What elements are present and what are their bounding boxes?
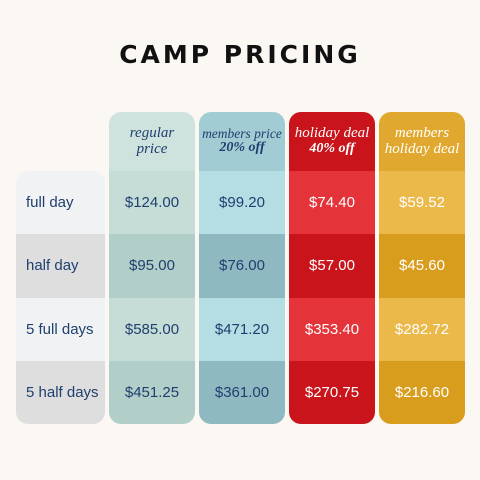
regular-price-5-half-days: $451.25 — [109, 360, 195, 424]
holiday-deal-header-line2: 40% off — [309, 141, 355, 157]
regular-price-full-day: $124.00 — [109, 171, 195, 235]
regular-price-header-line2: price — [136, 140, 168, 157]
row-label-half-day: half day — [16, 234, 105, 298]
regular-price-5-full-days: $585.00 — [109, 297, 195, 361]
members-price-column: members price 20% off $99.20 $76.00 $471… — [199, 112, 285, 424]
regular-price-half-day: $95.00 — [109, 234, 195, 298]
members-price-header-line1: members price — [202, 126, 282, 142]
row-label-5-full-days: 5 full days — [16, 297, 105, 361]
members-price-full-day: $99.20 — [199, 171, 285, 235]
holiday-deal-column: holiday deal 40% off $74.40 $57.00 $353.… — [289, 112, 375, 424]
members-holiday-deal-header: members holiday deal — [379, 112, 465, 171]
members-price-5-half-days: $361.00 — [199, 360, 285, 424]
members-holiday-deal-header-line2: holiday deal — [384, 140, 460, 157]
members-price-header-line2: 20% off — [219, 140, 265, 156]
members-holiday-deal-5-half-days: $216.60 — [379, 360, 465, 424]
members-holiday-deal-column: members holiday deal $59.52 $45.60 $282.… — [379, 112, 465, 424]
holiday-deal-5-full-days: $353.40 — [289, 297, 375, 361]
members-price-half-day: $76.00 — [199, 234, 285, 298]
members-holiday-deal-full-day: $59.52 — [379, 171, 465, 235]
holiday-deal-header: holiday deal 40% off — [289, 112, 375, 171]
row-labels-column: full day half day 5 full days 5 half day… — [16, 171, 105, 424]
members-holiday-deal-header-line1: members — [394, 124, 450, 141]
row-label-full-day: full day — [16, 171, 105, 235]
page-title: CAMP PRICING — [119, 40, 361, 69]
members-price-header: members price 20% off — [199, 112, 285, 171]
members-holiday-deal-half-day: $45.60 — [379, 234, 465, 298]
holiday-deal-half-day: $57.00 — [289, 234, 375, 298]
regular-price-header-line1: regular — [129, 124, 175, 141]
members-price-5-full-days: $471.20 — [199, 297, 285, 361]
regular-price-column: regular price $124.00 $95.00 $585.00 $45… — [109, 112, 195, 424]
holiday-deal-header-line1: holiday deal — [294, 125, 370, 142]
holiday-deal-full-day: $74.40 — [289, 171, 375, 235]
members-holiday-deal-5-full-days: $282.72 — [379, 297, 465, 361]
regular-price-header: regular price — [109, 112, 195, 171]
row-label-5-half-days: 5 half days — [16, 360, 105, 424]
holiday-deal-5-half-days: $270.75 — [289, 360, 375, 424]
